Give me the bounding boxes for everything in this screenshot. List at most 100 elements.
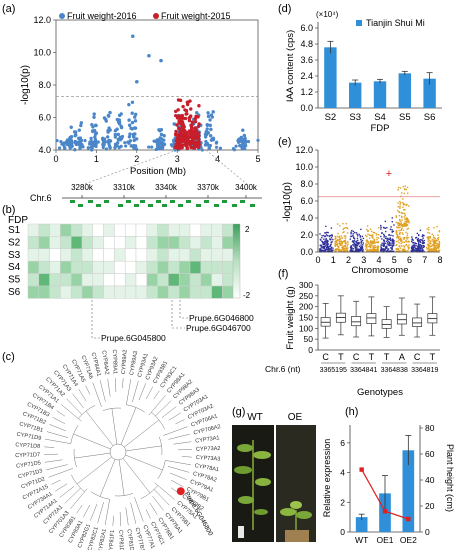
box-f-position: 3364819	[411, 367, 438, 374]
tree-branch	[120, 407, 137, 445]
tree-branch	[168, 412, 181, 421]
manhattan-point	[383, 248, 386, 251]
tree-branch	[168, 433, 190, 440]
gwas-plot-a: 4.0 6.0 8.0 10.0 12.0 0 1 2 3 4 5 -log10(p) Posit…	[20, 11, 261, 186]
manhattan-point	[397, 248, 400, 251]
manhattan-point	[398, 215, 401, 217]
manhattan-point	[360, 249, 362, 251]
heatmap-cell	[27, 236, 40, 250]
gwas-point-2016	[132, 135, 136, 139]
manhattan-point	[352, 230, 355, 233]
manhattan-point	[414, 249, 416, 251]
manhattan-point	[346, 226, 348, 229]
manhattan-point	[391, 240, 394, 242]
manhattan-point	[412, 244, 415, 246]
tree-branch	[145, 386, 153, 400]
tree-branch	[97, 501, 104, 524]
manhattan-point	[434, 238, 436, 240]
manhattan-point	[385, 246, 388, 248]
manhattan-point	[401, 223, 403, 226]
manhattan-point	[383, 245, 386, 247]
tree-branch	[73, 433, 111, 450]
heatmap-cell	[178, 273, 191, 287]
combo-h-ytick-right-label: 60	[425, 449, 435, 459]
manhattan-point	[411, 250, 413, 253]
manhattan-point	[422, 241, 424, 243]
gwas-point-2016	[210, 115, 214, 119]
gwas-point-2016	[134, 137, 139, 141]
manhattan-point	[428, 226, 430, 229]
gwas-point-2016	[74, 133, 78, 137]
manhattan-point	[418, 245, 420, 248]
manhattan-point	[370, 240, 372, 242]
manhattan-point	[388, 244, 390, 247]
box-f-genotype: T	[384, 352, 390, 362]
manhattan-point	[404, 203, 406, 206]
manhattan-point	[429, 250, 431, 252]
manhattan-point	[370, 241, 373, 244]
manhattan-point	[367, 242, 370, 245]
gwas-point-2016	[236, 139, 240, 143]
manhattan-point	[401, 245, 403, 247]
heatmap-cell	[146, 285, 158, 299]
manhattan-point	[429, 239, 431, 242]
manhattan-point	[404, 214, 406, 217]
gwas-point-2015	[190, 128, 194, 133]
gwas-point-2015	[187, 116, 191, 120]
manhattan-point	[326, 248, 328, 250]
manhattan-point	[329, 238, 331, 240]
manhattan-point	[434, 241, 437, 244]
tree-branch	[170, 479, 184, 487]
manhattan-point	[418, 249, 420, 252]
manhattan-point	[432, 241, 434, 243]
manhattan-point	[353, 237, 355, 239]
manhattan-point	[329, 248, 332, 250]
manhattan-point	[435, 249, 437, 251]
heatmap-cell	[178, 236, 191, 250]
manhattan-point	[319, 249, 322, 251]
gwas-point-2015	[188, 131, 193, 136]
manhattan-point	[362, 242, 364, 244]
heatmap-cell	[157, 285, 169, 299]
manhattan-point	[418, 234, 420, 236]
tree-branch	[138, 383, 146, 401]
manhattan-point	[347, 240, 349, 243]
combo-h-line-marker	[382, 509, 388, 514]
manhattan-point	[438, 240, 440, 243]
combo-h-category: OE1	[376, 535, 393, 545]
manhattan-point	[401, 232, 404, 234]
manhattan-point	[386, 238, 388, 240]
manhattan-point	[428, 246, 430, 249]
manhattan-point	[399, 218, 401, 221]
manhattan-point	[357, 235, 359, 237]
manhattan-point	[352, 233, 354, 235]
manhattan-point	[402, 225, 404, 227]
gwas-point-2015	[193, 136, 197, 140]
box-f-xlabel: Genotypes	[357, 387, 403, 398]
manhattan-point	[434, 250, 437, 252]
manhattan-point	[368, 237, 371, 239]
manhattan-point	[342, 231, 344, 234]
manhattan-point	[414, 245, 416, 247]
manhattan-point	[324, 240, 326, 243]
heatmap-cell	[81, 223, 94, 237]
manhattan-point	[364, 234, 367, 237]
gwas-point-2016	[154, 147, 158, 152]
manhattan-point	[435, 239, 438, 241]
manhattan-point	[334, 240, 336, 243]
tree-leaf: CYP73A3	[196, 455, 221, 463]
manhattan-point	[350, 246, 353, 249]
gwas-point-2016	[93, 135, 97, 139]
manhattan-point	[369, 250, 372, 252]
heatmap-cell	[200, 285, 212, 299]
manhattan-point	[399, 200, 401, 203]
panel-label-f: (f)	[278, 268, 288, 280]
heatmap-cell	[49, 223, 61, 237]
gene-block	[88, 200, 93, 203]
manhattan-point	[400, 242, 402, 245]
heatmap-cell	[222, 223, 234, 237]
heatmap-cell	[49, 285, 61, 299]
gene-block	[134, 204, 139, 207]
manhattan-point	[375, 249, 377, 251]
heatmap-cell	[70, 236, 83, 250]
